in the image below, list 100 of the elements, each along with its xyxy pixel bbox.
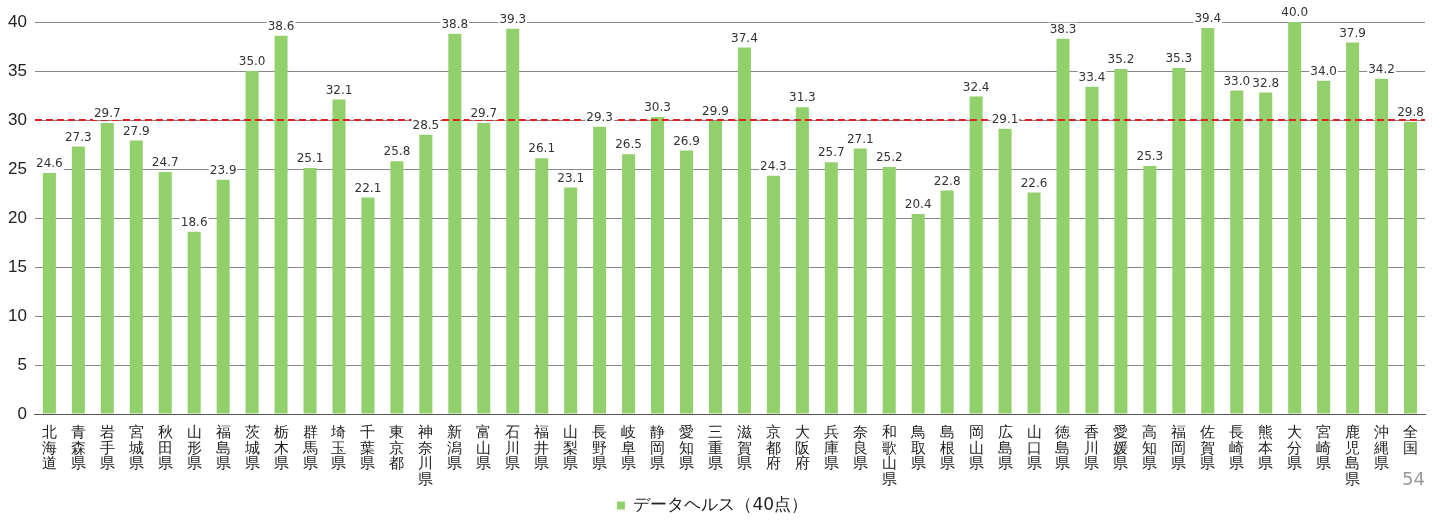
data-label: 22.8 [933, 173, 961, 188]
data-label: 25.3 [1136, 149, 1164, 164]
x-tick-label: 長野県 [592, 422, 608, 473]
x-tick-label: 熊本県 [1258, 422, 1274, 473]
bar [766, 175, 780, 414]
x-tick-label: 和歌山県 [881, 422, 897, 489]
bar [535, 158, 549, 414]
data-label: 26.5 [615, 137, 642, 152]
x-tick-label: 群馬県 [301, 422, 318, 473]
x-tick-label: 高知県 [1142, 422, 1158, 473]
data-label: 23.1 [557, 170, 585, 185]
legend-label: データヘルス（40点） [633, 493, 809, 514]
bar [911, 214, 925, 414]
y-tick-label: 40 [7, 11, 27, 31]
data-label: 20.4 [904, 197, 932, 212]
bar [1143, 166, 1157, 414]
data-label: 28.5 [412, 117, 440, 132]
data-label: 32.4 [962, 79, 990, 94]
y-tick-label: 20 [7, 207, 27, 227]
bar [853, 148, 867, 414]
bar [448, 33, 462, 414]
data-label: 34.2 [1368, 61, 1395, 76]
x-tick-label: 栃木県 [273, 422, 289, 473]
x-tick-label: 埼玉県 [330, 422, 347, 473]
data-label: 26.1 [528, 141, 556, 156]
bar [593, 126, 607, 414]
bar [1114, 69, 1128, 414]
x-tick-label: 鳥取県 [909, 422, 926, 473]
bar [477, 122, 491, 414]
data-label: 35.3 [1165, 51, 1193, 66]
x-tick-label: 香川県 [1084, 422, 1100, 473]
x-tick-label: 岐阜県 [621, 422, 637, 473]
data-label: 25.1 [296, 151, 324, 166]
bar [1230, 90, 1244, 414]
x-tick-label: 神奈川県 [418, 422, 434, 489]
x-tick-label: 宮崎県 [1316, 422, 1332, 473]
x-tick-label: 広島県 [997, 422, 1013, 473]
y-tick-label: 5 [17, 354, 27, 374]
bar [737, 47, 751, 414]
data-label: 34.0 [1310, 63, 1337, 78]
x-tick-label: 長崎県 [1229, 422, 1245, 473]
x-tick-label: 徳島県 [1055, 422, 1071, 473]
data-label: 38.6 [267, 18, 295, 33]
data-label: 27.3 [64, 129, 92, 144]
x-tick-label: 青森県 [70, 422, 86, 473]
bar [795, 107, 809, 414]
x-tick-label: 東京都 [389, 422, 405, 473]
data-label: 24.3 [760, 158, 787, 173]
x-tick-label: 千葉県 [360, 422, 376, 473]
bar [1346, 42, 1360, 414]
bar [71, 146, 85, 414]
y-tick-label: 30 [7, 109, 27, 129]
x-tick-label: 滋賀県 [736, 422, 752, 473]
data-label: 29.8 [1397, 105, 1424, 120]
bar [708, 120, 722, 414]
bar [390, 161, 404, 414]
data-label: 22.1 [354, 180, 382, 195]
x-tick-label: 山形県 [186, 422, 202, 473]
bar [564, 187, 578, 414]
data-label: 26.9 [673, 133, 700, 148]
x-tick-label: 岩手県 [99, 422, 115, 473]
data-label: 39.3 [499, 11, 527, 26]
bar [824, 162, 838, 414]
data-label: 29.1 [991, 111, 1019, 126]
bar [506, 28, 520, 414]
bar [969, 96, 983, 414]
data-label: 31.3 [789, 90, 816, 105]
data-label: 27.9 [122, 123, 150, 138]
bar [1056, 38, 1070, 414]
data-label: 24.7 [151, 155, 179, 170]
bar [361, 197, 375, 414]
data-label: 38.8 [441, 16, 469, 31]
x-tick-label: 石川県 [505, 422, 521, 473]
data-label: 25.7 [817, 145, 845, 160]
x-tick-label: 北海道 [41, 422, 57, 473]
data-label: 18.6 [180, 214, 208, 229]
data-label: 38.3 [1049, 21, 1077, 36]
bar [42, 172, 56, 414]
y-tick-label: 10 [7, 305, 27, 325]
x-tick-label: 全国 [1403, 422, 1419, 457]
bar [622, 154, 636, 414]
y-tick-label: 35 [7, 60, 27, 80]
data-label: 25.2 [875, 150, 903, 165]
bar [1375, 78, 1389, 414]
x-tick-label: 三重県 [707, 422, 723, 473]
data-label: 29.3 [586, 109, 613, 124]
bar [100, 122, 114, 414]
bar [1317, 80, 1331, 414]
bar [1404, 121, 1418, 414]
x-tick-label: 岡山県 [968, 422, 984, 473]
x-tick-label: 宮城県 [127, 422, 144, 473]
x-tick-label: 福岡県 [1171, 422, 1187, 473]
bar [129, 140, 143, 414]
bar [1085, 86, 1099, 414]
bar [216, 179, 230, 414]
x-tick-label: 山口県 [1026, 422, 1042, 473]
data-label: 40.0 [1281, 5, 1309, 20]
text: 54 [1402, 468, 1425, 489]
data-label: 32.1 [325, 82, 353, 97]
bar [1172, 68, 1186, 414]
